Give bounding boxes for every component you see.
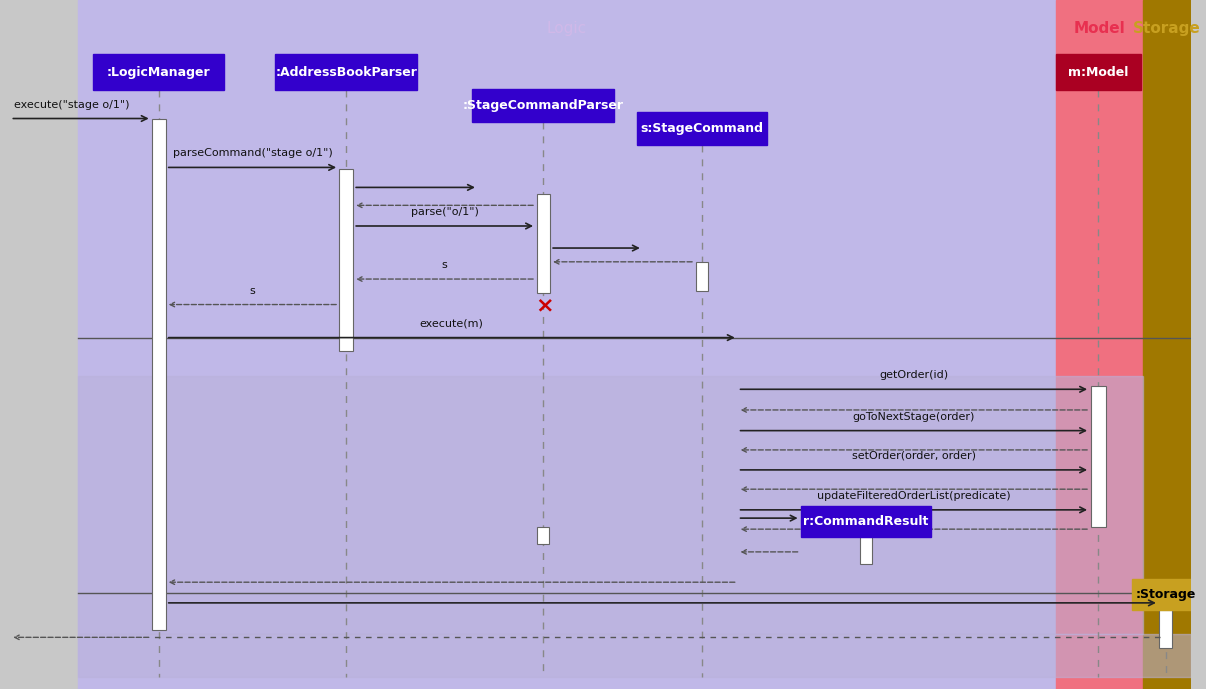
Bar [275, 54, 417, 90]
Text: s: s [441, 260, 447, 270]
Text: :Storage: :Storage [1136, 588, 1196, 601]
Bar [78, 376, 1143, 634]
Bar [152, 119, 165, 630]
Bar [78, 0, 1055, 689]
Text: :StageCommandParser: :StageCommandParser [463, 99, 624, 112]
Bar [801, 506, 931, 537]
Text: m:Model: m:Model [1069, 66, 1129, 79]
Bar [1055, 0, 1143, 689]
Text: parseCommand("stage o/1"): parseCommand("stage o/1") [172, 148, 333, 158]
Text: updateFilteredOrderList(predicate): updateFilteredOrderList(predicate) [816, 491, 1011, 501]
Text: Logic: Logic [546, 21, 587, 36]
Text: parse("o/1"): parse("o/1") [411, 207, 479, 217]
Text: goToNextStage(order): goToNextStage(order) [853, 411, 974, 422]
Bar [1055, 54, 1141, 90]
Text: execute(m): execute(m) [420, 318, 484, 329]
Text: Storage: Storage [1134, 21, 1201, 36]
Bar [1159, 610, 1172, 648]
Bar [1143, 0, 1190, 689]
Bar [339, 169, 353, 351]
Text: Model: Model [1073, 21, 1125, 36]
Bar [637, 112, 767, 145]
Text: setOrder(order, order): setOrder(order, order) [851, 451, 976, 461]
Text: ×: × [535, 295, 554, 316]
Text: execute("stage o/1"): execute("stage o/1") [14, 99, 130, 110]
Text: :LogicManager: :LogicManager [107, 66, 211, 79]
Text: r:CommandResult: r:CommandResult [803, 515, 929, 528]
Text: s:StageCommand: s:StageCommand [640, 123, 763, 135]
Bar [537, 527, 549, 544]
Bar [696, 262, 708, 291]
Bar [860, 537, 872, 564]
Bar [1131, 579, 1200, 610]
Bar [472, 89, 614, 122]
Bar [537, 194, 550, 293]
Bar [1090, 386, 1106, 527]
Text: getOrder(id): getOrder(id) [879, 370, 948, 380]
Bar [93, 54, 224, 90]
Bar [78, 634, 1190, 677]
Text: s: s [250, 285, 256, 296]
Text: :AddressBookParser: :AddressBookParser [275, 66, 417, 79]
